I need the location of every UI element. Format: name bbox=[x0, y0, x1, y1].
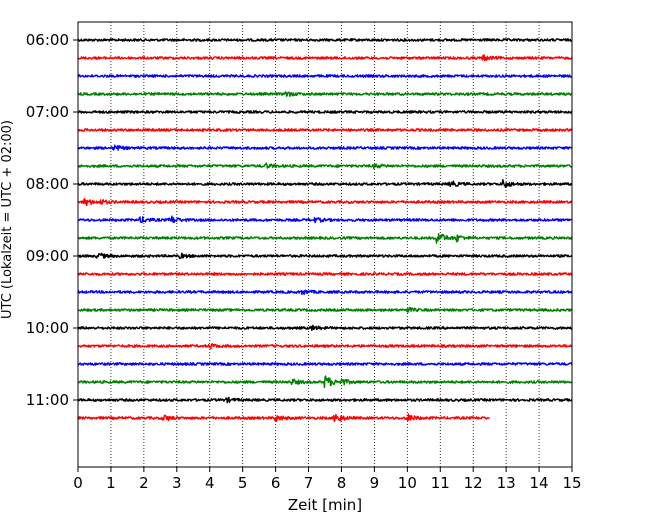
x-tick-label: 5 bbox=[238, 474, 248, 492]
y-tick-label: 07:00 bbox=[26, 103, 69, 121]
trace-line-0715 bbox=[77, 128, 573, 132]
x-tick-label: 9 bbox=[370, 474, 380, 492]
x-tick-label: 15 bbox=[562, 474, 581, 492]
trace-line-0815 bbox=[77, 197, 573, 207]
trace-line-1000 bbox=[77, 324, 573, 332]
x-tick-label: 8 bbox=[337, 474, 347, 492]
x-tick-label: 11 bbox=[431, 474, 450, 492]
trace-line-0800 bbox=[77, 178, 573, 188]
trace-line-1100 bbox=[77, 396, 573, 404]
trace-line-0730 bbox=[77, 144, 573, 151]
trace-line-1030 bbox=[77, 362, 573, 366]
trace-group bbox=[77, 38, 573, 423]
trace-line-0700 bbox=[77, 110, 573, 114]
x-tick-label: 12 bbox=[464, 474, 483, 492]
y-tick-label: 08:00 bbox=[26, 175, 69, 193]
x-tick-label: 10 bbox=[398, 474, 417, 492]
trace-line-0745 bbox=[77, 162, 573, 170]
vertical-gridlines bbox=[110, 22, 540, 467]
trace-line-0930 bbox=[77, 289, 573, 296]
y-tick-label: 10:00 bbox=[26, 319, 69, 337]
trace-line-0845 bbox=[77, 232, 573, 244]
trace-line-1015 bbox=[77, 343, 573, 350]
x-tick-label: 7 bbox=[304, 474, 314, 492]
x-tick-label: 6 bbox=[271, 474, 281, 492]
y-axis-ticks: 06:00 07:00 08:00 09:00 10:00 11:00 bbox=[26, 31, 78, 409]
x-tick-label: 0 bbox=[73, 474, 83, 492]
trace-line-0945 bbox=[77, 306, 573, 313]
x-axis-label: Zeit [min] bbox=[288, 496, 362, 514]
trace-line-1045 bbox=[77, 375, 573, 389]
y-tick-label: 09:00 bbox=[26, 247, 69, 265]
trace-line-0600 bbox=[77, 38, 573, 42]
trace-line-0645 bbox=[77, 91, 573, 98]
trace-line-0900 bbox=[77, 252, 573, 260]
x-axis-ticks: 0 1 2 3 4 5 6 7 8 9 10 11 12 13 14 15 bbox=[73, 467, 582, 492]
y-tick-label: 11:00 bbox=[26, 391, 69, 409]
x-tick-label: 1 bbox=[106, 474, 116, 492]
y-axis-label: UTC (Lokalzeit = UTC + 02:00) bbox=[0, 120, 15, 319]
x-tick-label: 3 bbox=[172, 474, 182, 492]
x-tick-label: 4 bbox=[205, 474, 215, 492]
trace-line-0615 bbox=[77, 54, 573, 62]
x-tick-label: 2 bbox=[139, 474, 149, 492]
x-tick-label: 14 bbox=[530, 474, 549, 492]
trace-line-0830 bbox=[77, 215, 573, 224]
trace-line-1115 bbox=[77, 413, 490, 423]
y-tick-label: 06:00 bbox=[26, 31, 69, 49]
trace-line-0915 bbox=[77, 272, 573, 276]
plot-frame bbox=[77, 21, 573, 468]
trace-line-0630 bbox=[77, 74, 573, 78]
x-tick-label: 13 bbox=[497, 474, 516, 492]
